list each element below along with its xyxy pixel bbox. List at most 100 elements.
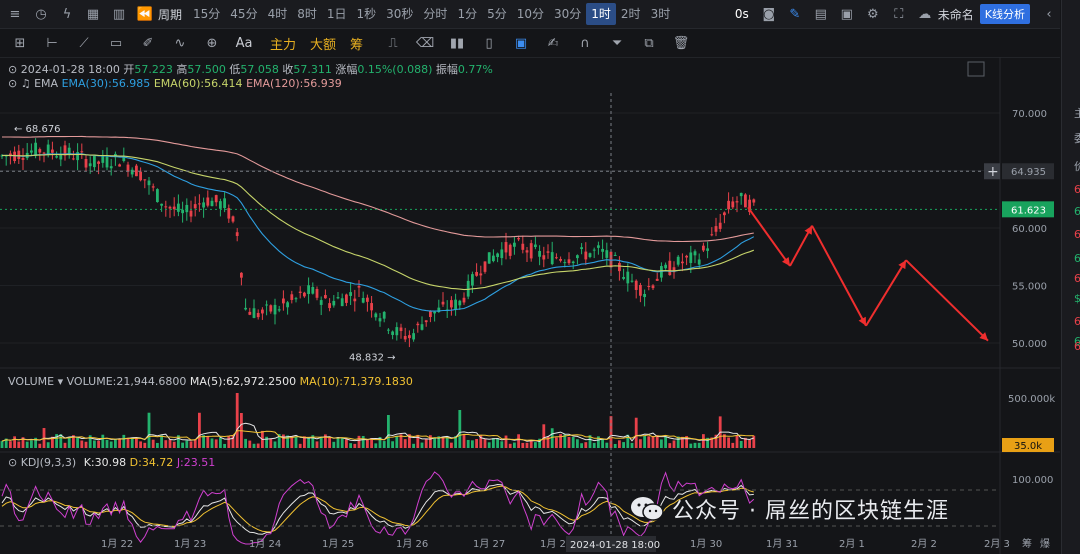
- rewind-icon[interactable]: ⏪: [136, 6, 154, 22]
- timeframe-13[interactable]: 2时: [620, 7, 641, 21]
- lightning-icon[interactable]: ϟ: [62, 6, 72, 22]
- candle-body-39: [164, 206, 168, 208]
- eraser-icon[interactable]: ⌫: [415, 35, 435, 51]
- candle-body-41: [172, 206, 176, 210]
- timeframe-7[interactable]: 分时: [423, 7, 448, 21]
- volume-bar-133: [559, 434, 562, 448]
- volume-bar-115: [483, 439, 487, 448]
- copy-icon[interactable]: ⧉: [644, 35, 654, 51]
- amp-value: 0.77%: [457, 63, 493, 76]
- timeframe-6[interactable]: 30秒: [386, 7, 414, 21]
- right-panel[interactable]: 主委价66666$666: [1061, 0, 1080, 554]
- volume-label[interactable]: VOLUME: [8, 375, 55, 388]
- timeframe-12[interactable]: 1时: [586, 3, 616, 25]
- text-tool[interactable]: Aa: [235, 35, 253, 51]
- wave-icon[interactable]: ∿: [174, 35, 186, 51]
- timeframe-2[interactable]: 4时: [267, 7, 288, 21]
- right-panel-item-4: 6: [1074, 205, 1080, 218]
- volume-dropdown-icon[interactable]: ▾: [57, 375, 64, 388]
- right-panel-item-6: 6: [1074, 252, 1080, 265]
- calendar-icon[interactable]: ▦: [86, 6, 100, 22]
- volume-bar-39: [164, 440, 168, 448]
- info-toggle-icon[interactable]: ⊙: [8, 63, 18, 76]
- dae-button[interactable]: 大额: [310, 37, 337, 53]
- volume-bar-86: [361, 435, 365, 448]
- zhuli-button[interactable]: 主力: [270, 37, 297, 53]
- ema-label[interactable]: EMA: [34, 77, 59, 90]
- candle-body-9: [38, 149, 42, 153]
- magnet-icon[interactable]: ∩: [580, 35, 590, 51]
- period-dropdown[interactable]: 周期: [158, 7, 183, 22]
- volume-bar-13: [55, 434, 58, 448]
- ema120-line: [2, 135, 754, 243]
- candle-body-150: [630, 280, 634, 282]
- volume-bar-77: [324, 434, 327, 448]
- watermark: 公众号 · 屌丝的区块链生涯: [630, 493, 949, 525]
- close-value: 57.311: [293, 63, 332, 76]
- candle-body-156: [655, 278, 659, 281]
- pencil-icon[interactable]: ✎: [789, 6, 801, 22]
- candle-body-44: [185, 204, 189, 213]
- volume-bar-8: [34, 437, 37, 448]
- trash-icon[interactable]: 🗑: [672, 35, 690, 51]
- measure-icon[interactable]: ⊕: [206, 35, 218, 51]
- timeframe-9[interactable]: 5分: [487, 7, 507, 21]
- timeframe-3[interactable]: 8时: [297, 7, 317, 21]
- volume-bar-29: [122, 434, 126, 448]
- candles-icon[interactable]: ▮▮: [449, 35, 465, 51]
- layout-icon[interactable]: ▣: [514, 35, 528, 51]
- volume-ma5: MA(5):62,972.2500: [189, 375, 297, 388]
- candle-body-32: [135, 165, 138, 177]
- candle-body-138: [580, 247, 583, 250]
- timeframe-14[interactable]: 3时: [650, 7, 671, 21]
- candle-body-83: [349, 292, 352, 296]
- volume-bar-30: [126, 437, 130, 448]
- bell-icon[interactable]: ♫: [20, 77, 31, 90]
- candle-body-53: [223, 198, 226, 209]
- edit-icon[interactable]: ✍: [547, 35, 559, 51]
- grid-icon[interactable]: ▤: [814, 6, 827, 22]
- candle-body-148: [622, 277, 625, 279]
- trendline-icon[interactable]: ⟋: [79, 35, 89, 51]
- timeframe-1[interactable]: 45分: [230, 7, 258, 21]
- timeframe-8[interactable]: 1分: [457, 7, 478, 21]
- kdj-label[interactable]: KDJ(9,3,3): [20, 456, 77, 469]
- brush-icon[interactable]: ✐: [142, 35, 154, 51]
- kline-analysis-button[interactable]: K线分析: [979, 4, 1030, 24]
- rectangle-icon[interactable]: ▭: [109, 35, 123, 51]
- candle-body-143: [601, 248, 604, 252]
- chou-button[interactable]: 筹: [350, 37, 364, 53]
- layout-name[interactable]: 未命名: [937, 7, 974, 22]
- kdj-toggle-icon[interactable]: ⊙: [8, 456, 18, 469]
- timeframe-0[interactable]: 15分: [193, 7, 221, 21]
- gear-icon[interactable]: ⚙: [866, 6, 879, 22]
- ruler-icon[interactable]: ⎍: [388, 35, 398, 51]
- timeframe-10[interactable]: 10分: [516, 7, 544, 21]
- timeframe-4[interactable]: 1日: [326, 7, 347, 21]
- chevron-left-icon[interactable]: ‹: [1046, 6, 1052, 22]
- crosshair-icon[interactable]: ⊞: [14, 35, 26, 51]
- camera-icon[interactable]: ◙: [762, 6, 776, 22]
- menu-icon[interactable]: ≡: [9, 6, 21, 22]
- timeframe-11[interactable]: 30分: [554, 7, 582, 21]
- filter-icon[interactable]: ⏷: [611, 35, 623, 51]
- time-axis-end-2: 爆: [1040, 538, 1050, 550]
- candle-body-63: [265, 304, 268, 306]
- candle-body-60: [252, 308, 256, 318]
- candle-body-74: [311, 287, 315, 294]
- timeframe-5[interactable]: 1秒: [356, 7, 377, 21]
- image-icon[interactable]: ▣: [840, 6, 853, 22]
- expand-icon[interactable]: ⛶: [894, 6, 904, 22]
- volume-bar-176: [739, 440, 743, 448]
- ema-toggle-icon[interactable]: ⊙: [8, 77, 18, 90]
- volume-bar-152: [639, 439, 642, 448]
- speed-icon[interactable]: ◷: [35, 6, 47, 22]
- zero-s-button[interactable]: 0s: [734, 7, 749, 21]
- columns-icon[interactable]: ▥: [112, 6, 126, 22]
- candle-body-19: [80, 151, 84, 153]
- volume-bar-92: [387, 415, 390, 448]
- cloud-icon[interactable]: ☁: [918, 6, 932, 22]
- note-icon[interactable]: ▯: [485, 35, 493, 51]
- horizontal-line-icon[interactable]: ⊢: [46, 35, 58, 51]
